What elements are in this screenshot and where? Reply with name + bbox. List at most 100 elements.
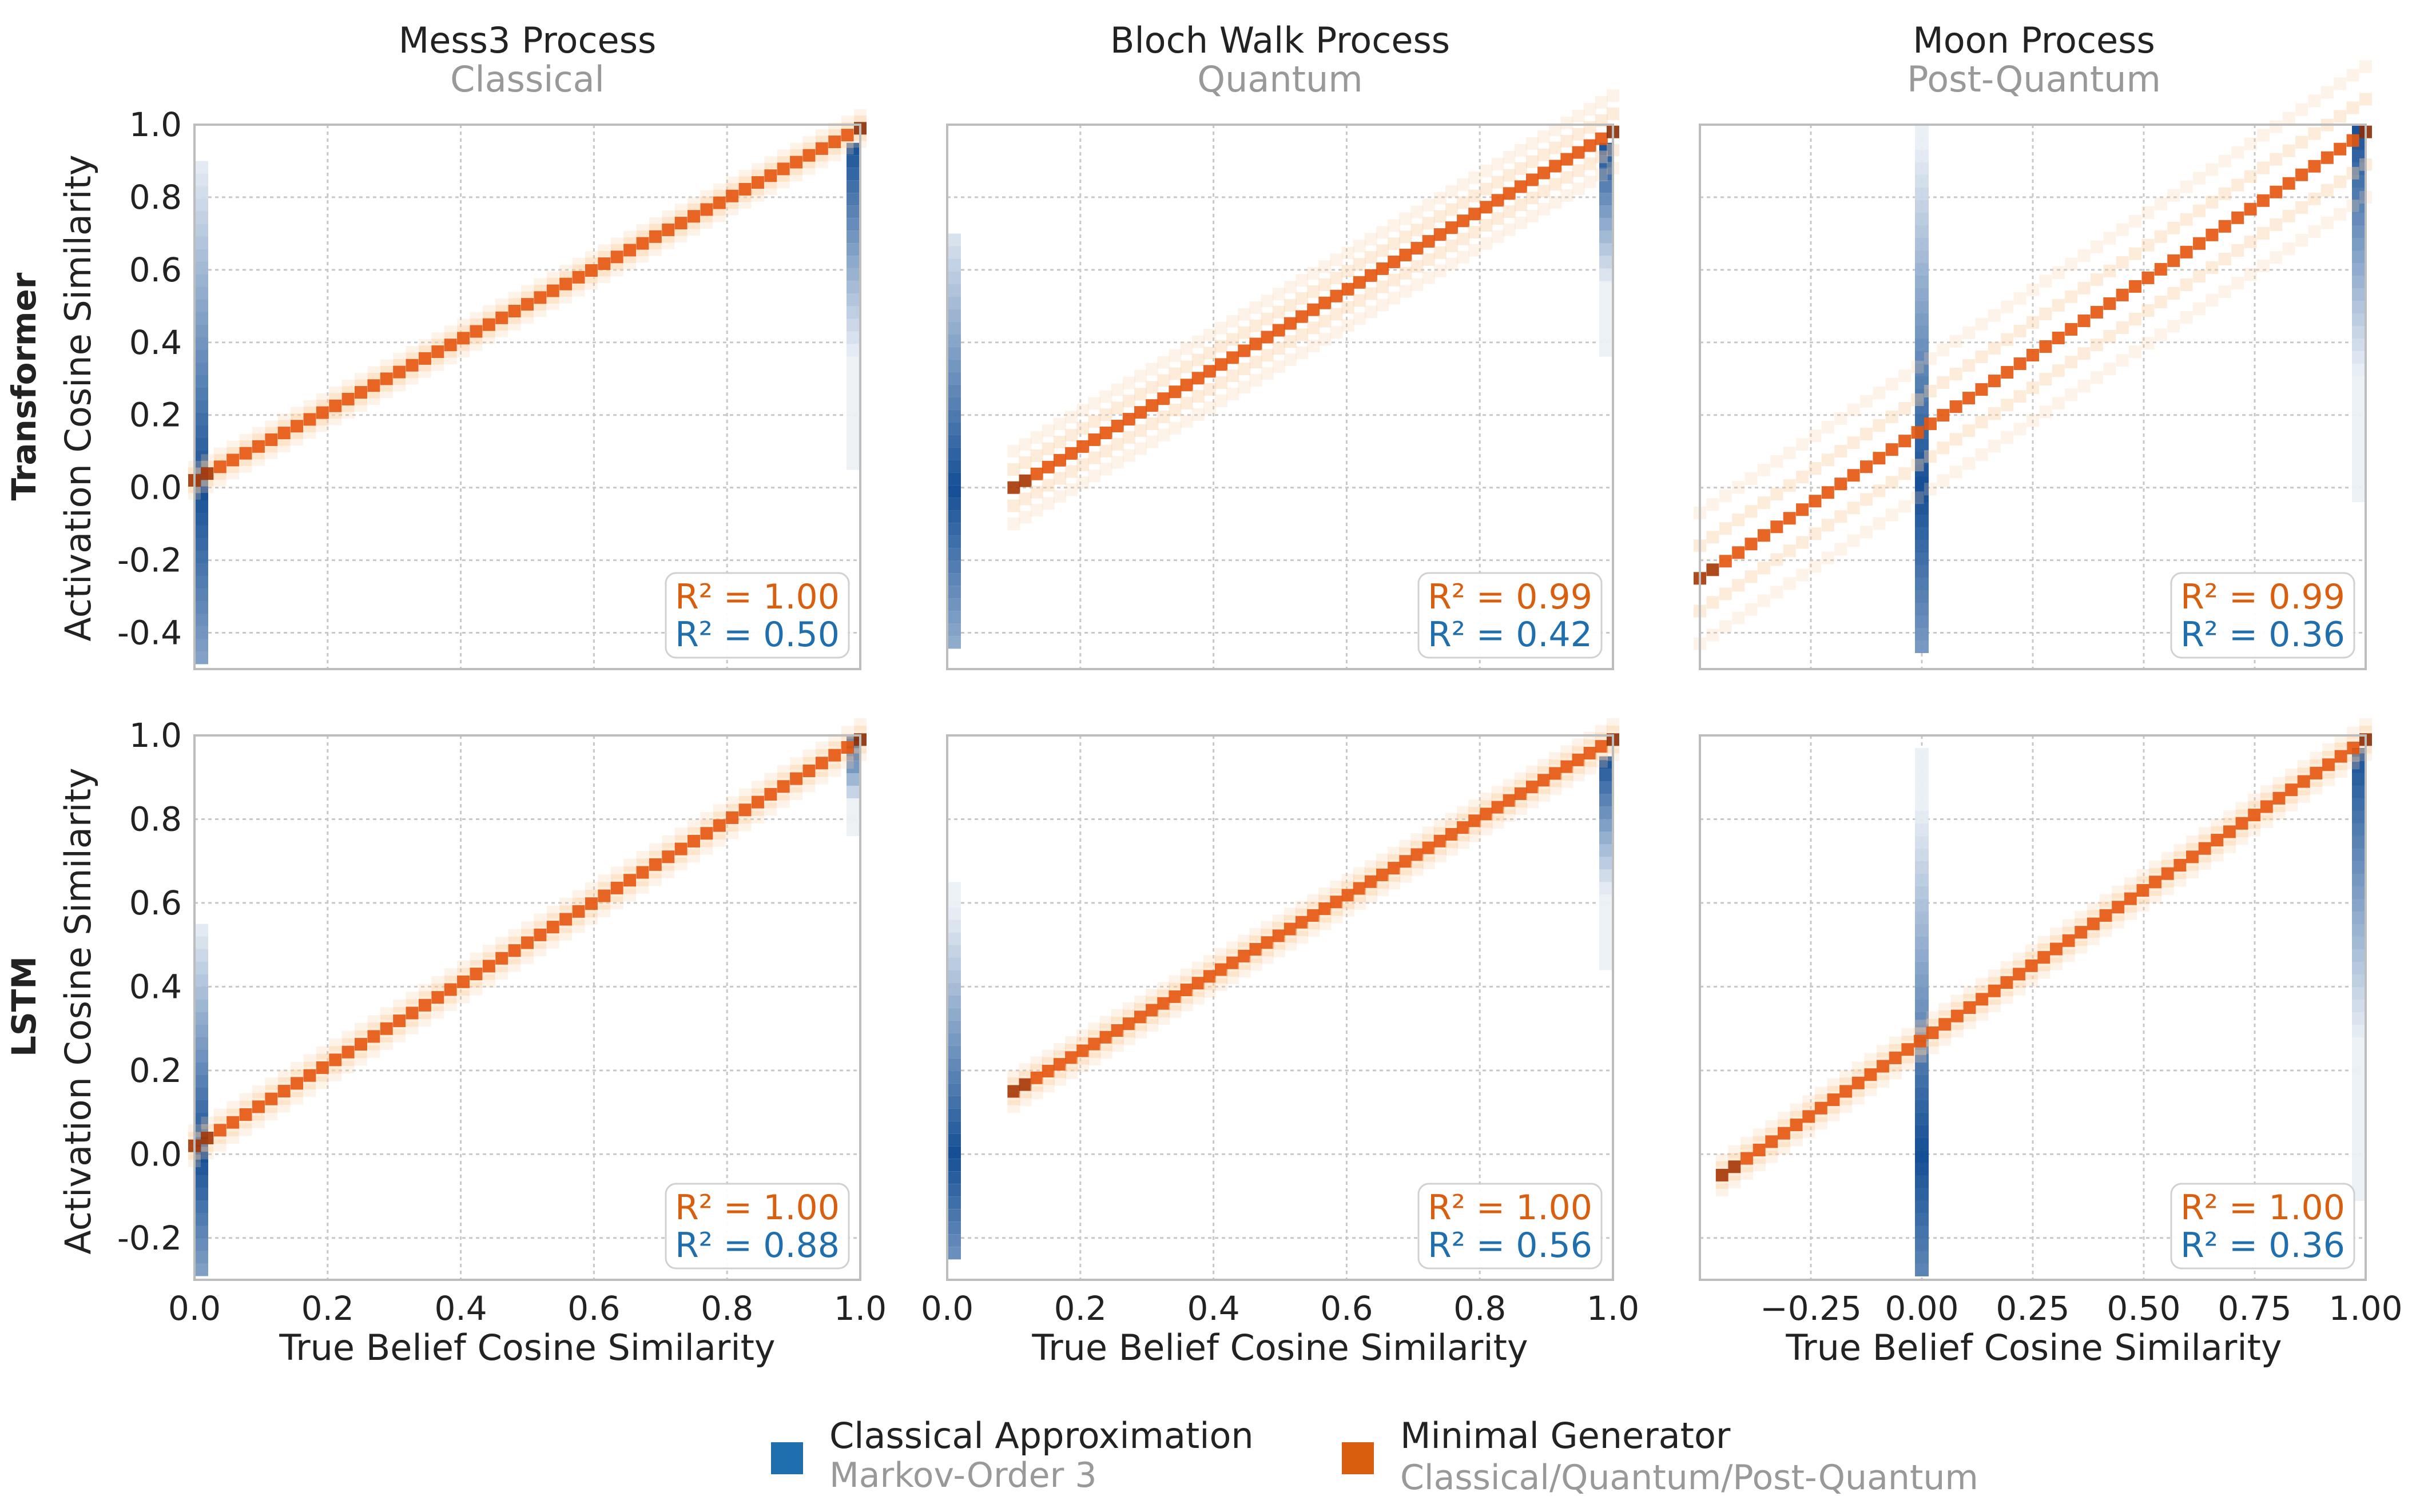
minimal-halo-cell xyxy=(572,284,585,297)
r2-classical-label: R² = 0.88 xyxy=(675,1225,840,1266)
minimal-halo-cell xyxy=(764,803,777,816)
minimal-halo-cell xyxy=(1376,280,1389,293)
minimal-cell xyxy=(495,311,508,324)
minimal-cell xyxy=(1330,289,1343,303)
minimal-halo-cell xyxy=(1572,738,1585,751)
minimal-halo-cell xyxy=(1914,1020,1927,1033)
minimal-cell xyxy=(1802,1110,1815,1123)
minimal-halo-cell xyxy=(2308,127,2321,140)
minimal-halo-cell xyxy=(1549,196,1562,209)
minimal-cell xyxy=(2013,357,2026,371)
minimal-halo-cell xyxy=(688,819,700,833)
minimal-halo-cell xyxy=(1480,164,1493,177)
minimal-cell xyxy=(1926,1026,1939,1039)
minimal-halo-cell xyxy=(1911,393,1924,407)
minimal-cell xyxy=(1146,1004,1159,1017)
classical-cell xyxy=(2352,798,2366,811)
classical-cell xyxy=(2352,414,2366,427)
minimal-cell xyxy=(1376,262,1389,275)
classical-cell xyxy=(2352,162,2366,175)
minimal-cell xyxy=(1296,916,1309,929)
minimal-halo-cell xyxy=(1007,1100,1020,1113)
classical-cell xyxy=(847,344,860,357)
minimal-halo-cell xyxy=(1962,359,1976,372)
minimal-halo-cell xyxy=(355,399,367,412)
minimal-halo-cell xyxy=(1238,380,1251,393)
minimal-halo-cell xyxy=(1180,396,1193,409)
minimal-halo-cell xyxy=(2270,218,2283,231)
minimal-cell xyxy=(2322,758,2335,771)
minimal-cell xyxy=(1134,1010,1147,1024)
minimal-halo-cell xyxy=(1445,203,1458,216)
minimal-cell xyxy=(1988,984,2001,997)
minimal-cell xyxy=(585,897,598,910)
minimal-halo-cell xyxy=(1007,518,1020,531)
minimal-cell xyxy=(2206,228,2219,241)
legend: Classical Approximation Markov-Order 3 M… xyxy=(771,1415,1978,1498)
minimal-halo-cell xyxy=(2103,264,2116,277)
minimal-cell xyxy=(341,1045,355,1059)
minimal-halo-cell xyxy=(2000,961,2013,974)
classical-cell xyxy=(947,882,961,895)
minimal-halo-cell xyxy=(1525,795,1539,809)
minimal-cell xyxy=(2077,314,2091,327)
minimal-halo-cell xyxy=(1088,469,1101,483)
classical-cell xyxy=(947,1146,961,1159)
minimal-cell xyxy=(2320,151,2334,164)
minimal-cell xyxy=(431,991,444,1004)
minimal-cell xyxy=(2050,942,2063,956)
minimal-halo-cell xyxy=(1715,1184,1728,1197)
minimal-halo-cell xyxy=(1924,352,1937,365)
minimal-halo-cell xyxy=(1525,192,1539,205)
minimal-halo-cell xyxy=(828,148,841,161)
minimal-halo-cell xyxy=(1169,349,1182,362)
minimal-halo-cell xyxy=(1770,488,1783,501)
minimal-halo-cell xyxy=(2282,112,2295,125)
minimal-cell xyxy=(2248,809,2261,822)
minimal-halo-cell xyxy=(1757,496,1770,510)
minimal-halo-cell xyxy=(2198,827,2211,840)
minimal-halo-cell xyxy=(2052,397,2065,410)
minimal-halo-cell xyxy=(431,1006,444,1019)
minimal-halo-cell xyxy=(1607,89,1619,102)
minimal-halo-cell xyxy=(2218,187,2231,200)
minimal-halo-cell xyxy=(2359,93,2372,106)
classical-cell xyxy=(1915,1125,1929,1138)
minimal-halo-cell xyxy=(1988,309,2001,322)
minimal-halo-cell xyxy=(610,897,623,910)
minimal-halo-cell xyxy=(406,372,419,385)
r2-box xyxy=(665,1183,850,1270)
classical-cell xyxy=(947,957,961,970)
classical-cell xyxy=(1915,339,1929,351)
classical-cell xyxy=(847,180,860,193)
minimal-halo-cell xyxy=(674,827,688,841)
minimal-cell xyxy=(1307,909,1320,922)
minimal-cell xyxy=(1503,187,1516,200)
minimal-halo-cell xyxy=(1076,404,1090,417)
classical-cell xyxy=(2352,810,2366,823)
x-tick-label: 0.4 xyxy=(1187,1289,1239,1328)
minimal-halo-cell xyxy=(265,446,278,459)
minimal-cell xyxy=(2141,271,2155,284)
minimal-cell xyxy=(1053,453,1066,467)
minimal-halo-cell xyxy=(764,773,777,786)
r2-classical-label: R² = 0.56 xyxy=(1428,1225,1592,1266)
minimal-halo-cell xyxy=(1122,431,1135,444)
minimal-halo-cell xyxy=(1030,504,1043,517)
minimal-halo-cell xyxy=(1537,758,1551,771)
minimal-halo-cell xyxy=(1457,806,1470,819)
minimal-halo-cell xyxy=(559,264,573,277)
minimal-halo-cell xyxy=(2129,345,2142,359)
classical-cell xyxy=(194,601,208,614)
minimal-halo-cell xyxy=(418,984,431,997)
minimal-halo-cell xyxy=(2282,209,2295,222)
minimal-halo-cell xyxy=(277,439,291,452)
classical-cell xyxy=(947,1234,961,1247)
minimal-halo-cell xyxy=(329,1038,342,1052)
minimal-halo-cell xyxy=(1491,230,1504,243)
classical-cell xyxy=(1599,193,1613,206)
minimal-cell xyxy=(2223,825,2236,838)
minimal-cell xyxy=(1364,875,1377,888)
minimal-halo-cell xyxy=(1341,874,1354,887)
minimal-halo-cell xyxy=(649,217,662,230)
